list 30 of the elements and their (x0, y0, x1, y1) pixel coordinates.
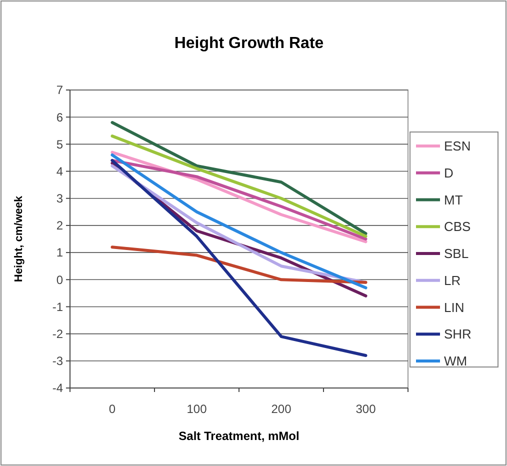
line-series (110, 246, 368, 284)
y-tick-label: -1 (52, 300, 64, 314)
y-tick-label: -2 (52, 327, 64, 342)
legend-label: CBS (444, 219, 472, 234)
y-tick-label: 3 (56, 192, 64, 206)
legend-label: WM (444, 354, 468, 369)
legend-label: LIN (444, 300, 464, 315)
chart-title: Height Growth Rate (174, 35, 324, 52)
y-tick-label: 2 (56, 218, 64, 233)
x-tick-label: 100 (186, 402, 208, 416)
legend-label: SBL (444, 246, 469, 262)
x-axis-title: Salt Treatment, mMol (178, 429, 300, 443)
y-tick-label: 5 (56, 137, 64, 152)
legend-label: SHR (444, 326, 472, 342)
y-tick-label: 4 (56, 164, 64, 178)
y-tick-label: 6 (56, 110, 64, 124)
legend-label: ESN (444, 138, 471, 154)
legend-label: MT (444, 192, 463, 208)
x-tick-label: 300 (356, 402, 376, 416)
y-tick-label: 0 (56, 272, 64, 287)
y-tick-label: -3 (52, 354, 64, 368)
y-axis-title: Height, cm/week (13, 195, 25, 282)
line-series (110, 158, 368, 357)
x-tick-label: 200 (271, 402, 292, 416)
y-tick-label: 7 (56, 83, 64, 98)
x-tick-label: 0 (108, 402, 116, 416)
y-tick-label: -4 (52, 381, 64, 396)
legend-label: LR (444, 272, 461, 288)
legend-label: D (444, 165, 454, 180)
y-tick-label: 1 (56, 246, 64, 260)
